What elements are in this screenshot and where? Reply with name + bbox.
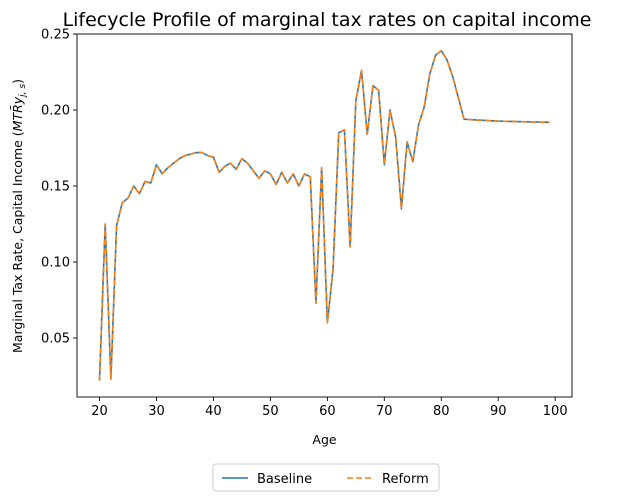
- x-axis-label: Age: [312, 432, 336, 447]
- x-tick-label: 90: [490, 404, 507, 419]
- x-tick-label: 60: [319, 404, 336, 419]
- y-axis-label-subscript: j, s: [18, 84, 28, 99]
- x-tick-label: 20: [91, 404, 108, 419]
- legend-box: [212, 463, 440, 492]
- legend-label-baseline: Baseline: [257, 472, 312, 487]
- y-tick-label: 0.20: [41, 104, 70, 119]
- x-tick-label: 30: [148, 404, 165, 419]
- legend: Baseline Reform: [212, 463, 440, 492]
- x-tick-label: 50: [262, 404, 279, 419]
- plot-frame: [76, 33, 573, 398]
- y-axis-label-prefix: Marginal Tax Rate, Capital Income (: [10, 131, 25, 353]
- x-tick-label: 70: [376, 404, 393, 419]
- x-tick-label: 80: [433, 404, 450, 419]
- y-tick-label: 0.15: [41, 180, 70, 195]
- plot-area: [76, 33, 573, 398]
- x-tick-label: 100: [543, 404, 568, 419]
- y-axis-label: Marginal Tax Rate, Capital Income (MTR̄y…: [10, 79, 28, 353]
- y-axis: 0.05 0.10 0.15 0.20 0.25: [41, 28, 77, 347]
- y-axis-label-suffix: ): [10, 79, 25, 84]
- legend-label-reform: Reform: [382, 472, 429, 487]
- series-layer: [98, 49, 550, 381]
- series-line-baseline: [98, 49, 550, 381]
- y-tick-label: 0.10: [41, 256, 70, 271]
- series-line-reform: [98, 49, 550, 381]
- y-tick-label: 0.05: [41, 332, 70, 347]
- x-axis: 20 30 40 50 60 70 80 90 100: [91, 397, 568, 419]
- chart-title: Lifecycle Profile of marginal tax rates …: [63, 9, 592, 31]
- x-tick-label: 40: [205, 404, 222, 419]
- y-tick-label: 0.25: [41, 28, 70, 43]
- y-axis-label-math: MTR̄y: [10, 96, 25, 131]
